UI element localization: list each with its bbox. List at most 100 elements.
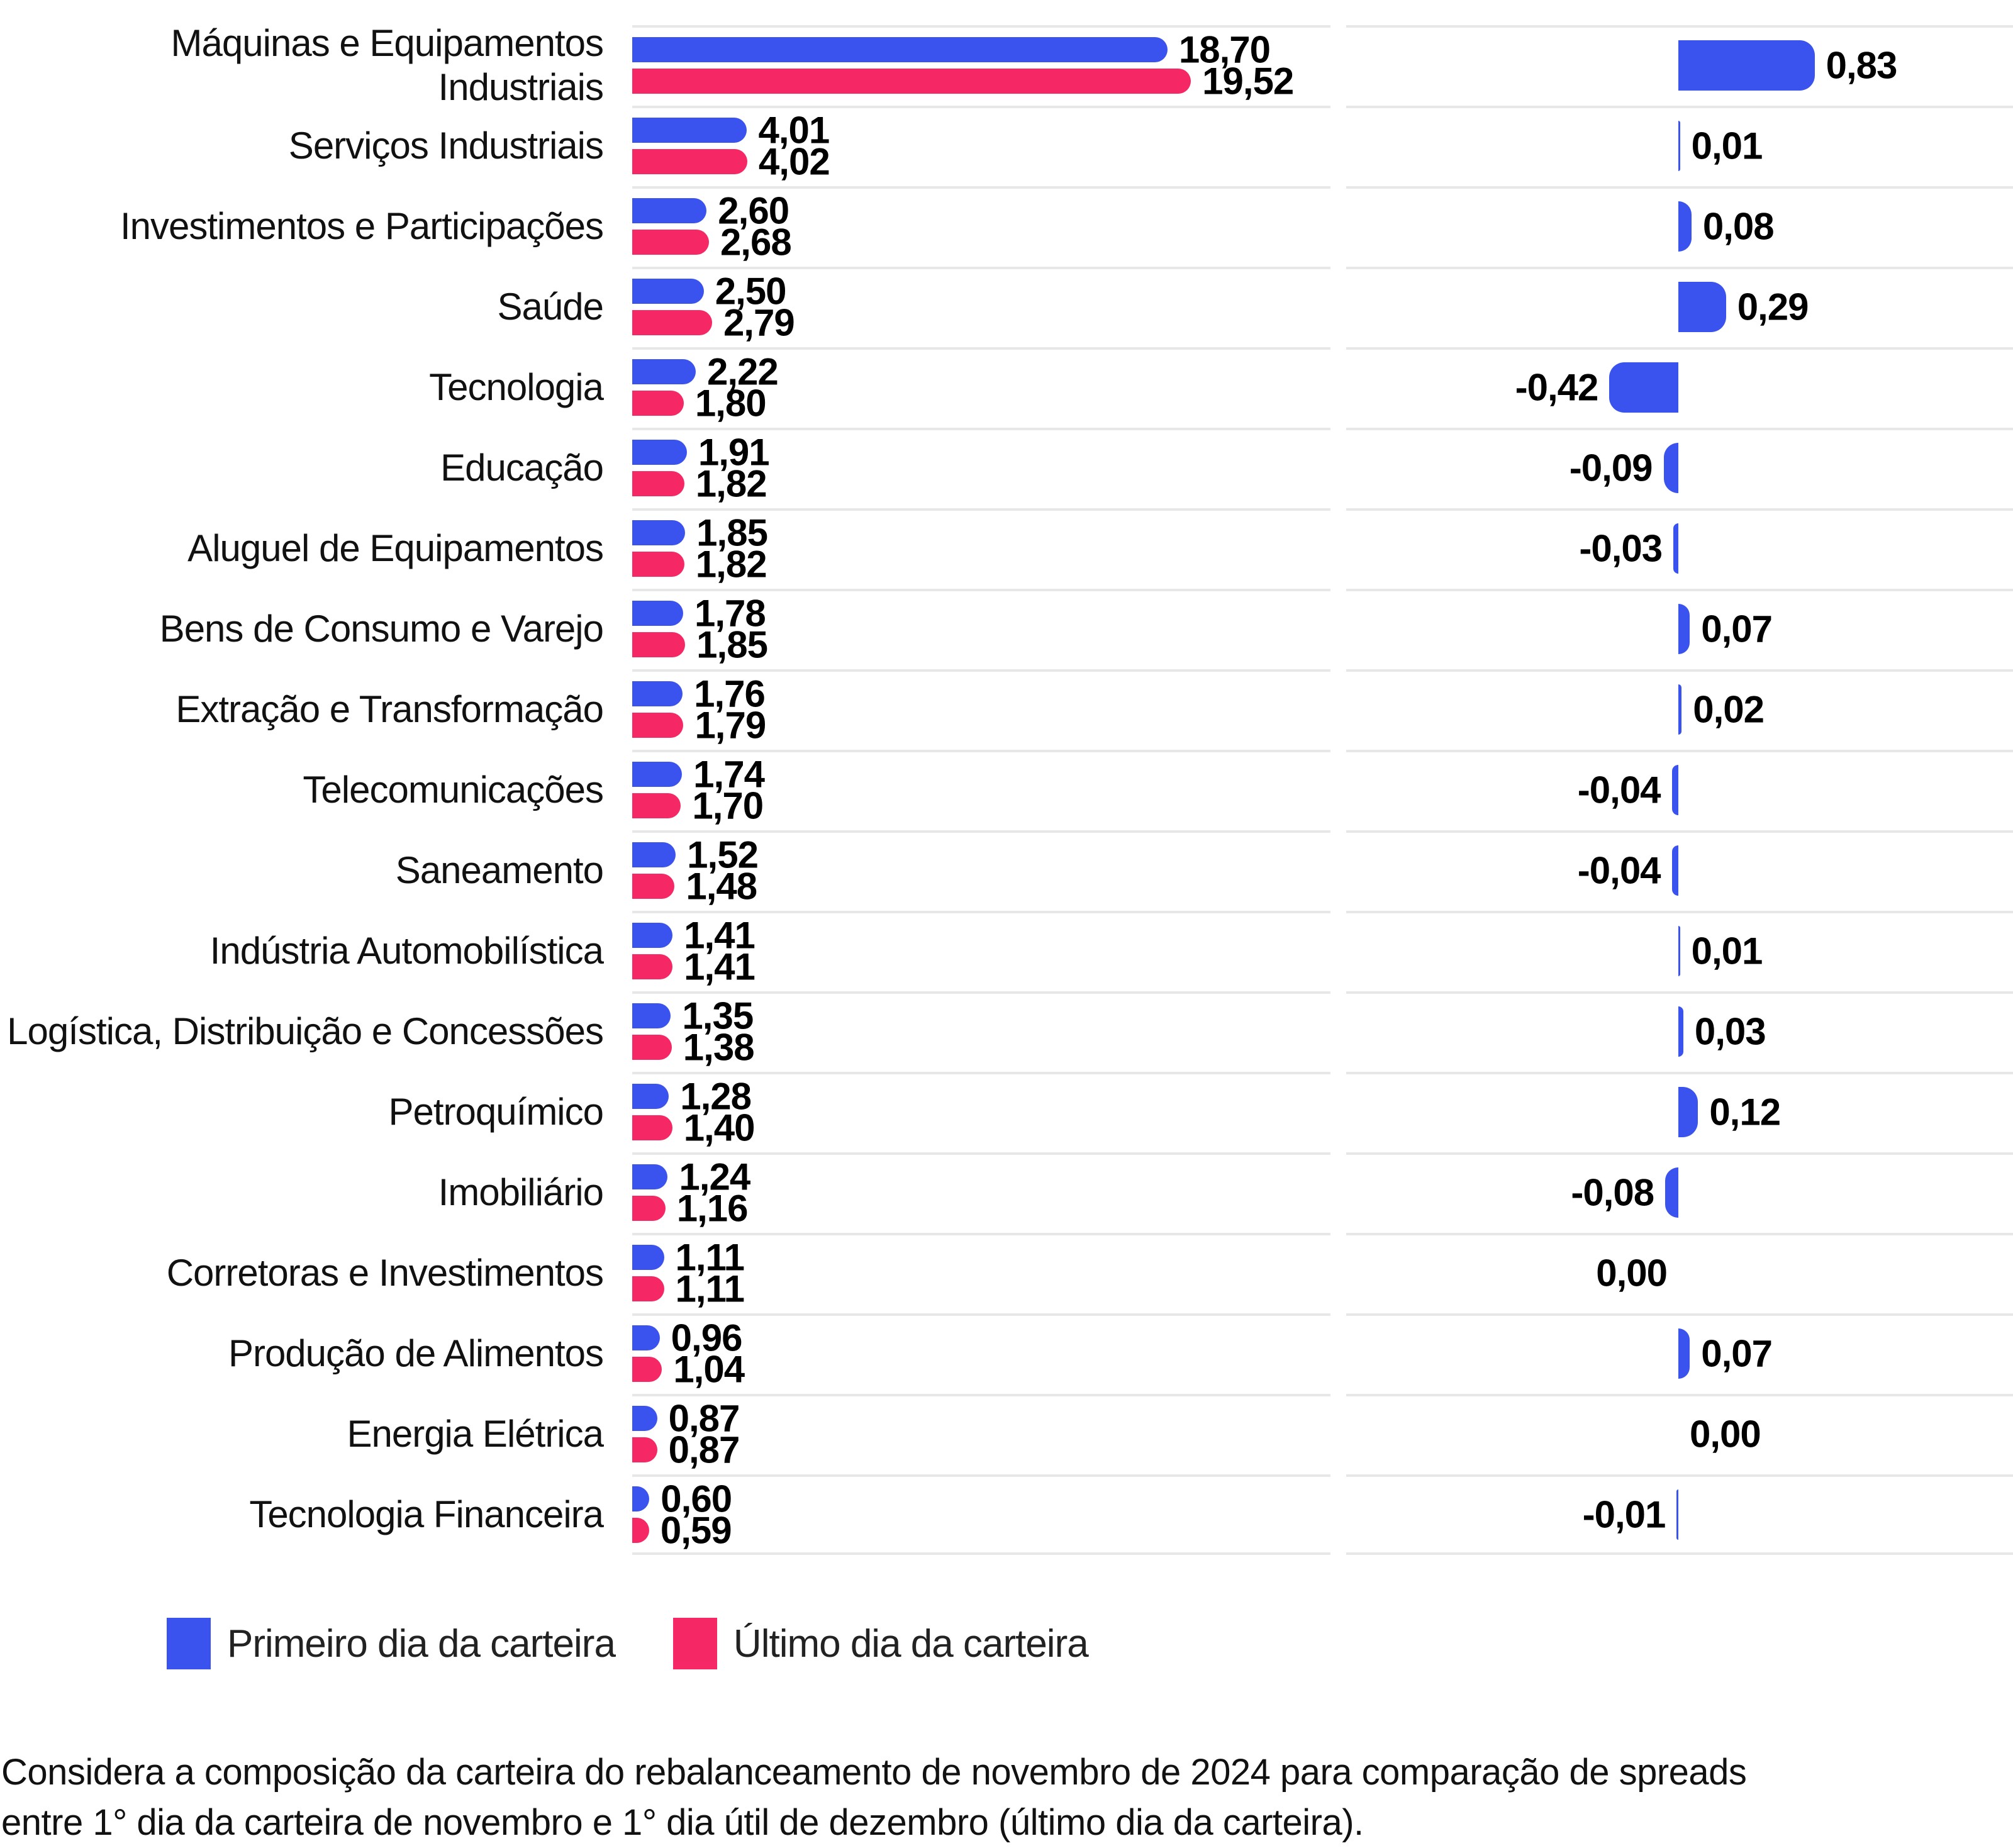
first-day-bar[interactable]: [632, 1003, 671, 1028]
last-day-value: 2,79: [723, 301, 795, 344]
delta-bar[interactable]: [1678, 684, 1682, 735]
delta-bar[interactable]: [1673, 523, 1678, 574]
first-day-value: 1,78: [694, 592, 766, 635]
last-day-bar[interactable]: [632, 230, 709, 255]
last-day-bar[interactable]: [632, 1357, 662, 1382]
delta-bar[interactable]: [1671, 765, 1678, 815]
delta-bar[interactable]: [1663, 443, 1678, 493]
legend-item-first-day[interactable]: Primeiro dia da carteira: [167, 1618, 616, 1669]
delta-panel: -0,42: [1346, 347, 2013, 428]
first-day-value: 1,85: [696, 511, 768, 554]
delta-panel: 0,07: [1346, 589, 2013, 669]
first-day-bar[interactable]: [632, 1084, 669, 1109]
spread-panel: 2,22 1,80: [632, 347, 1330, 428]
first-day-value: 2,60: [718, 189, 789, 232]
spread-panel: 1,35 1,38: [632, 991, 1330, 1072]
sector-row: Tecnologia 2,22 1,80 -0,42: [0, 347, 2013, 428]
first-day-bar[interactable]: [632, 520, 686, 545]
last-day-bar[interactable]: [632, 793, 681, 818]
first-day-bar[interactable]: [632, 359, 696, 384]
first-day-bar[interactable]: [632, 440, 687, 465]
delta-panel: 0,03: [1346, 991, 2013, 1072]
delta-bar[interactable]: [1678, 121, 1680, 171]
first-day-value: 1,28: [680, 1075, 752, 1118]
category-label: Petroquímico: [388, 1091, 605, 1133]
first-day-bar[interactable]: [632, 601, 683, 626]
spread-panel: 1,78 1,85: [632, 589, 1330, 669]
last-day-bar[interactable]: [632, 149, 747, 174]
delta-bar[interactable]: [1678, 1328, 1690, 1379]
spread-panel: 2,60 2,68: [632, 186, 1330, 267]
last-day-bar[interactable]: [632, 310, 712, 335]
first-day-bar[interactable]: [632, 1164, 668, 1189]
first-day-bar[interactable]: [632, 923, 673, 948]
category-label: Imobiliário: [438, 1171, 604, 1213]
delta-bar[interactable]: [1671, 845, 1678, 896]
last-day-bar[interactable]: [632, 874, 675, 899]
delta-bar[interactable]: [1678, 926, 1680, 976]
category-label: Educação: [440, 447, 604, 489]
delta-value: 0,01: [1691, 125, 1763, 167]
sector-row: Tecnologia Financeira 0,60 0,59 -0,01: [0, 1474, 2013, 1555]
first-day-bar[interactable]: [632, 37, 1168, 62]
last-day-bar[interactable]: [632, 1115, 672, 1140]
spread-panel: 1,91 1,82: [632, 428, 1330, 508]
category-label: Produção de Alimentos: [228, 1332, 604, 1374]
delta-panel: 0,07: [1346, 1313, 2013, 1394]
last-day-bar[interactable]: [632, 1518, 649, 1543]
delta-bar[interactable]: [1676, 1489, 1678, 1540]
legend-label-last-day: Último dia da carteira: [733, 1622, 1089, 1666]
first-day-bar[interactable]: [632, 1486, 650, 1511]
first-day-bar[interactable]: [632, 1406, 657, 1431]
category-label: Extração e Transformação: [176, 688, 604, 730]
delta-value: 0,02: [1693, 688, 1765, 731]
delta-bar[interactable]: [1678, 40, 1815, 91]
last-day-value: 1,79: [694, 704, 766, 747]
rows-container: Máquinas e Equipamentos Industriais 18,7…: [0, 22, 2013, 1555]
last-day-bar[interactable]: [632, 1035, 672, 1060]
last-day-bar[interactable]: [632, 632, 686, 657]
last-day-bar[interactable]: [632, 391, 684, 416]
delta-value: 0,08: [1702, 205, 1775, 248]
sector-row: Máquinas e Equipamentos Industriais 18,7…: [0, 22, 2013, 108]
first-day-bar[interactable]: [632, 198, 707, 223]
first-day-bar[interactable]: [632, 1325, 660, 1350]
first-day-bar[interactable]: [632, 118, 747, 143]
last-day-bar[interactable]: [632, 1276, 664, 1301]
sector-row: Corretoras e Investimentos 1,11 1,11 0,0…: [0, 1233, 2013, 1313]
last-day-bar[interactable]: [632, 954, 673, 979]
last-day-bar[interactable]: [632, 1437, 657, 1462]
last-day-value: 1,40: [683, 1106, 756, 1149]
last-day-bar[interactable]: [632, 471, 684, 496]
delta-value: -0,08: [1571, 1171, 1654, 1214]
last-day-value: 1,82: [695, 462, 767, 505]
first-day-bar[interactable]: [632, 681, 683, 706]
sector-row: Educação 1,91 1,82 -0,09: [0, 428, 2013, 508]
legend-item-last-day[interactable]: Último dia da carteira: [672, 1618, 1089, 1669]
spread-panel: 1,74 1,70: [632, 750, 1330, 830]
delta-bar[interactable]: [1665, 1167, 1678, 1218]
last-day-bar[interactable]: [632, 69, 1191, 94]
category-label: Corretoras e Investimentos: [166, 1252, 604, 1294]
last-day-bar[interactable]: [632, 552, 684, 577]
delta-bar[interactable]: [1678, 604, 1690, 654]
first-day-bar[interactable]: [632, 279, 704, 304]
delta-bar[interactable]: [1609, 362, 1678, 413]
first-day-value: 0,60: [661, 1478, 732, 1520]
delta-bar[interactable]: [1678, 201, 1692, 252]
delta-bar[interactable]: [1678, 282, 1726, 332]
legend-label-first-day: Primeiro dia da carteira: [227, 1622, 616, 1666]
delta-value: -0,04: [1577, 769, 1661, 811]
delta-bar[interactable]: [1678, 1006, 1683, 1057]
last-day-bar[interactable]: [632, 713, 684, 738]
first-day-bar[interactable]: [632, 842, 676, 867]
first-day-bar[interactable]: [632, 762, 683, 787]
last-day-bar[interactable]: [632, 1196, 666, 1221]
delta-panel: 0,12: [1346, 1072, 2013, 1152]
category-label: Tecnologia: [429, 366, 604, 408]
delta-value: 0,12: [1709, 1091, 1781, 1133]
delta-panel: 0,00: [1346, 1394, 2013, 1474]
delta-panel: 0,08: [1346, 186, 2013, 267]
delta-bar[interactable]: [1678, 1087, 1698, 1137]
first-day-bar[interactable]: [632, 1245, 664, 1270]
